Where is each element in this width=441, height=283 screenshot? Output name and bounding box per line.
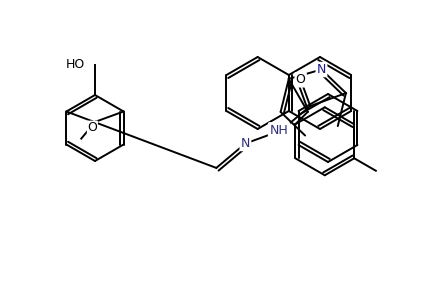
Text: O: O xyxy=(296,73,306,86)
Text: O: O xyxy=(87,121,97,134)
Text: N: N xyxy=(317,63,326,76)
Text: N: N xyxy=(241,137,250,150)
Text: HO: HO xyxy=(65,59,85,72)
Text: NH: NH xyxy=(270,124,288,137)
